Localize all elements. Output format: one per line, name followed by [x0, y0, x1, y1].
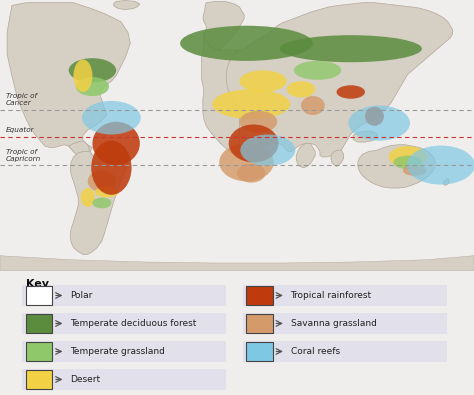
Polygon shape — [353, 131, 377, 142]
Text: Savanna grassland: Savanna grassland — [291, 319, 376, 328]
FancyBboxPatch shape — [22, 312, 226, 334]
Text: Tropical rainforest: Tropical rainforest — [291, 291, 372, 300]
FancyBboxPatch shape — [243, 284, 447, 307]
Polygon shape — [331, 150, 344, 166]
Text: Tropic of
Cancer: Tropic of Cancer — [6, 93, 36, 106]
FancyBboxPatch shape — [246, 314, 273, 333]
Circle shape — [82, 101, 141, 134]
Circle shape — [240, 134, 295, 166]
Ellipse shape — [219, 143, 274, 181]
Polygon shape — [227, 3, 453, 157]
FancyBboxPatch shape — [26, 314, 52, 333]
Polygon shape — [203, 1, 244, 50]
Ellipse shape — [91, 141, 131, 195]
FancyBboxPatch shape — [246, 342, 273, 361]
Ellipse shape — [393, 156, 422, 169]
Ellipse shape — [237, 164, 265, 182]
Text: Key: Key — [26, 278, 49, 289]
FancyBboxPatch shape — [22, 284, 226, 307]
Polygon shape — [201, 38, 280, 156]
Ellipse shape — [212, 89, 290, 119]
Polygon shape — [443, 179, 449, 185]
Ellipse shape — [389, 146, 427, 168]
Text: Temperate grassland: Temperate grassland — [70, 347, 165, 356]
Polygon shape — [0, 256, 474, 271]
Polygon shape — [70, 152, 128, 254]
Ellipse shape — [88, 171, 116, 192]
Ellipse shape — [337, 85, 365, 99]
Text: Temperate deciduous forest: Temperate deciduous forest — [70, 319, 197, 328]
FancyBboxPatch shape — [26, 370, 52, 389]
Polygon shape — [358, 145, 435, 188]
FancyBboxPatch shape — [22, 369, 226, 390]
Polygon shape — [114, 0, 140, 9]
Text: Desert: Desert — [70, 375, 100, 384]
Ellipse shape — [239, 70, 287, 92]
Circle shape — [348, 105, 410, 141]
Ellipse shape — [76, 77, 109, 96]
Ellipse shape — [287, 81, 315, 98]
Polygon shape — [7, 3, 130, 154]
FancyBboxPatch shape — [243, 340, 447, 362]
Text: Tropic of
Capricorn: Tropic of Capricorn — [6, 149, 41, 162]
FancyBboxPatch shape — [26, 286, 52, 305]
Ellipse shape — [73, 60, 92, 92]
Ellipse shape — [365, 107, 384, 126]
Ellipse shape — [81, 188, 95, 207]
Circle shape — [407, 146, 474, 184]
Ellipse shape — [228, 124, 279, 162]
Ellipse shape — [95, 187, 118, 198]
Ellipse shape — [92, 198, 111, 208]
Text: Equator: Equator — [6, 127, 34, 134]
Ellipse shape — [69, 58, 116, 83]
Ellipse shape — [403, 165, 427, 176]
Ellipse shape — [294, 61, 341, 80]
Polygon shape — [296, 143, 315, 168]
FancyBboxPatch shape — [246, 286, 273, 305]
Polygon shape — [69, 141, 92, 161]
Ellipse shape — [301, 96, 325, 115]
Text: Coral reefs: Coral reefs — [291, 347, 340, 356]
Text: Polar: Polar — [70, 291, 92, 300]
Ellipse shape — [180, 26, 313, 61]
Ellipse shape — [239, 111, 277, 133]
FancyBboxPatch shape — [243, 312, 447, 334]
Ellipse shape — [280, 35, 422, 62]
FancyBboxPatch shape — [26, 342, 52, 361]
Ellipse shape — [92, 122, 140, 165]
FancyBboxPatch shape — [22, 340, 226, 362]
